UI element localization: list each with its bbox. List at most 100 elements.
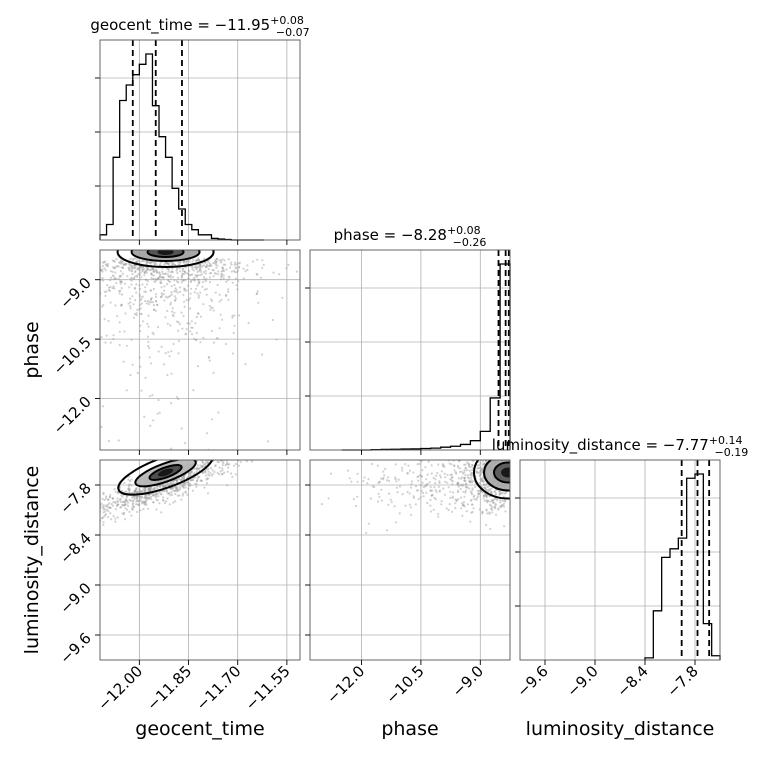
scatter-point — [138, 278, 141, 281]
scatter-point — [493, 454, 495, 456]
scatter-point — [89, 268, 91, 270]
scatter-point — [116, 503, 119, 506]
scatter-point — [141, 269, 144, 272]
scatter-point — [284, 508, 286, 510]
scatter-point — [435, 474, 438, 477]
scatter-point — [128, 297, 132, 300]
scatter-point — [386, 430, 388, 432]
scatter-point — [401, 493, 404, 496]
scatter-point — [180, 427, 183, 430]
scatter-point — [429, 438, 431, 440]
scatter-point — [130, 514, 133, 517]
scatter-point — [108, 506, 111, 509]
scatter-point — [215, 261, 218, 264]
scatter-point — [182, 476, 186, 479]
scatter-point — [207, 470, 210, 473]
scatter-point — [148, 488, 151, 491]
scatter-point — [198, 452, 200, 454]
scatter-point — [221, 446, 223, 448]
scatter-point — [155, 494, 158, 497]
scatter-point — [380, 499, 383, 502]
scatter-point — [148, 497, 151, 500]
scatter-point — [187, 299, 190, 302]
scatter-point — [112, 285, 115, 288]
scatter-point — [123, 481, 126, 485]
scatter-point — [102, 303, 105, 306]
scatter-point — [463, 469, 466, 472]
scatter-point — [173, 489, 176, 492]
scatter-point — [177, 281, 180, 284]
scatter-point — [191, 268, 194, 271]
scatter-point — [416, 463, 419, 466]
scatter-point — [451, 476, 454, 479]
scatter-point — [120, 260, 123, 263]
scatter-point — [489, 527, 492, 530]
scatter-point — [197, 259, 201, 262]
scatter-point — [464, 466, 467, 469]
scatter-point — [454, 507, 457, 510]
scatter-point — [238, 261, 241, 264]
scatter-point — [170, 493, 174, 496]
scatter-point — [165, 262, 168, 265]
scatter-point — [130, 508, 133, 511]
scatter-point — [189, 273, 192, 276]
scatter-point — [161, 276, 164, 279]
scatter-point — [104, 513, 107, 516]
scatter-point — [168, 275, 171, 278]
scatter-point — [450, 473, 453, 476]
scatter-point — [430, 464, 433, 467]
scatter-point — [155, 486, 159, 490]
scatter-point — [172, 315, 175, 318]
scatter-point — [448, 503, 451, 506]
scatter-point — [132, 257, 135, 261]
scatter-point — [164, 272, 167, 275]
scatter-point — [109, 276, 113, 279]
scatter-point — [88, 515, 90, 517]
scatter-point — [491, 508, 494, 511]
scatter-point — [97, 322, 99, 324]
scatter-point — [73, 265, 75, 267]
scatter-point — [230, 454, 232, 456]
scatter-panel-geocent_time-phase — [73, 249, 301, 451]
scatter-point — [151, 494, 155, 497]
scatter-point — [499, 458, 501, 460]
scatter-point — [166, 283, 169, 286]
scatter-point — [139, 295, 142, 298]
scatter-point — [200, 465, 204, 468]
scatter-point — [149, 289, 152, 292]
scatter-point — [417, 479, 420, 482]
scatter-point — [100, 278, 102, 281]
scatter-point — [499, 492, 502, 495]
scatter-point — [144, 494, 147, 497]
scatter-point — [149, 486, 152, 489]
scatter-point — [152, 333, 155, 336]
scatter-point — [149, 261, 152, 265]
scatter-point — [208, 262, 211, 265]
scatter-point — [434, 478, 437, 481]
scatter-point — [216, 264, 219, 267]
scatter-point — [147, 344, 150, 348]
scatter-point — [499, 506, 502, 509]
scatter-point — [408, 503, 411, 506]
scatter-point — [227, 438, 229, 440]
scatter-point — [161, 490, 164, 493]
scatter-point — [201, 461, 205, 464]
scatter-point — [256, 258, 259, 261]
scatter-point — [190, 265, 193, 268]
scatter-point — [188, 472, 191, 475]
scatter-point — [154, 269, 157, 272]
scatter-point — [180, 311, 183, 314]
scatter-point — [244, 270, 247, 273]
scatter-point — [157, 399, 160, 402]
scatter-point — [171, 313, 174, 316]
scatter-point — [178, 260, 182, 263]
scatter-point — [135, 258, 138, 261]
scatter-point — [183, 287, 186, 290]
scatter-point — [227, 454, 229, 456]
scatter-point — [192, 389, 195, 392]
scatter-point — [128, 475, 131, 478]
scatter-point — [425, 484, 428, 487]
scatter-point — [120, 281, 123, 284]
scatter-point — [120, 287, 123, 290]
scatter-point — [160, 294, 164, 297]
